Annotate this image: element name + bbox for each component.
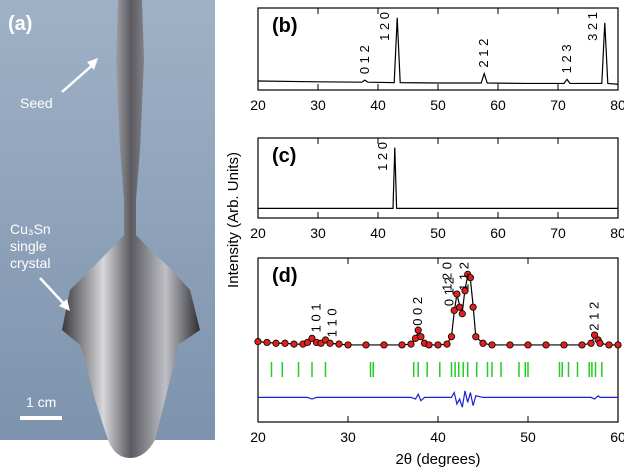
panel-label: (b) [272,15,298,37]
scale-label: 1 cm [26,394,56,410]
crystal-label: single [10,238,47,254]
data-point [469,303,477,311]
data-point [254,338,262,346]
x-axis-label: 2θ (degrees) [395,451,480,468]
x-tick-label: 40 [370,97,386,113]
arrow [39,277,67,307]
data-point [466,274,474,282]
data-point [414,326,422,334]
peak-label: 0 0 2 [410,297,425,326]
x-tick-label: 20 [250,97,266,113]
data-point [578,341,586,349]
seed-label: Seed [20,95,53,111]
x-tick-label: 50 [430,225,446,241]
data-point [453,290,461,298]
data-point [542,341,550,349]
crystal-rod [62,0,200,458]
data-point [479,339,487,347]
data-point [488,341,496,349]
x-tick-label: 50 [430,97,446,113]
peak-label: 2 1 2 [587,302,602,331]
data-point [590,331,599,339]
data-point [458,310,466,318]
peak-label: 0 1 2 [442,277,457,306]
data-point [560,341,568,349]
x-tick-label: 50 [520,429,536,445]
photo: (a) Seed Cu₃Sn single crystal 1 cm [0,0,215,458]
data-point [362,341,370,349]
peak-label: 1 2 0 [375,142,390,171]
x-tick-label: 80 [610,225,624,241]
x-tick-label: 30 [310,97,326,113]
x-tick-label: 80 [610,97,624,113]
x-tick-label: 60 [490,225,506,241]
data-point [605,341,613,349]
data-point [455,303,464,311]
data-point [524,341,532,349]
peak-label: 1 2 0 [377,12,392,41]
peak-label: 2 1 2 [476,39,491,68]
peak-label: 0 1 2 [357,45,372,74]
data-point [596,339,604,347]
x-tick-label: 40 [430,429,446,445]
x-tick-label: 30 [310,225,326,241]
data-point [303,338,312,347]
peak-label: 1 0 1 [309,303,324,332]
peak-label: 1 1 0 [325,308,340,337]
x-tick-label: 40 [370,225,386,241]
data-point [263,338,271,347]
data-point [290,340,298,348]
data-point [587,339,595,347]
x-tick-label: 60 [610,429,624,445]
peak-label: 3 2 1 [585,12,600,41]
arrow-head [59,299,70,311]
plot-frame [257,137,619,219]
data-point [398,341,406,349]
data-point [272,339,280,347]
data-point [434,341,442,349]
data-point [407,340,415,348]
peak-label: 1 2 3 [559,44,574,73]
data-point [425,341,433,349]
arrow-head [87,58,98,70]
data-point [447,333,456,341]
data-point [344,341,352,349]
arrow [61,61,97,93]
crystal-label: Cu₃Sn [10,221,51,237]
panel-label: (d) [272,265,298,287]
data-line [258,147,618,209]
data-point [614,341,622,349]
data-point [506,341,514,349]
data-point [443,340,451,348]
data-point [461,287,469,295]
x-tick-label: 20 [250,225,266,241]
data-point [281,339,289,347]
x-tick-label: 70 [550,225,566,241]
data-line [258,390,618,408]
x-tick-label: 60 [490,97,506,113]
y-axis-label: Intensity (Arb. Units) [225,152,242,288]
data-point [472,333,480,341]
data-line [257,17,619,85]
x-tick-label: 70 [550,97,566,113]
data-point [450,306,458,315]
panel-label: (c) [272,145,296,167]
data-point [417,333,425,341]
x-tick-label: 30 [340,429,356,445]
panel-label: (a) [8,13,32,35]
data-point [380,341,388,349]
data-point [308,334,316,342]
peak-label: 1 1 2 [457,262,472,291]
peak-label: 1 2 0 [440,262,455,291]
x-tick-label: 20 [250,429,266,445]
crystal-label: crystal [10,255,50,271]
data-point [335,340,343,348]
data-point [326,339,334,347]
